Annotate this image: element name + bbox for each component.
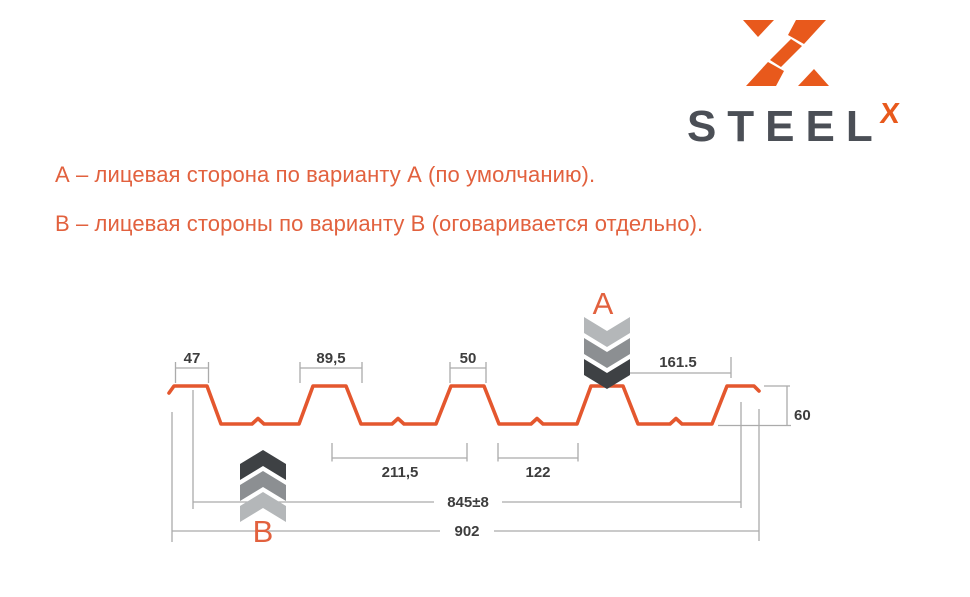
logo-wordmark: STEELX	[686, 98, 901, 151]
chevron-down-dark-icon	[584, 359, 630, 389]
dim-edge-distance: 161.5	[659, 354, 697, 371]
logo: STEELX	[686, 20, 901, 151]
legend-line-b: В – лицевая стороны по варианту В (огова…	[55, 211, 704, 236]
label-patch-902	[440, 522, 494, 539]
chevron-up-mid-icon	[240, 471, 286, 501]
dim-top-flange-width: 47	[184, 350, 201, 367]
variant-b-label: B	[253, 514, 274, 549]
variant-a-label: A	[593, 286, 614, 321]
dim-rib-pitch: 211,5	[382, 464, 419, 481]
logo-brand-text: STEEL	[686, 102, 884, 151]
logo-x-top-right	[788, 20, 826, 44]
label-patch-845	[434, 493, 502, 510]
logo-x-icon	[743, 20, 829, 86]
logo-x-center-link	[770, 39, 802, 67]
dim-rib-top-width: 50	[460, 350, 477, 367]
chevron-down-light-icon	[584, 317, 630, 347]
chevron-up-dark-icon	[240, 450, 286, 480]
logo-x-bottom-left	[746, 62, 784, 86]
chevron-up-light-icon	[240, 492, 286, 522]
variant-a-chevrons	[584, 317, 630, 389]
dim-rib-base-width: 89,5	[316, 350, 345, 367]
dim-overall-width: 902	[454, 523, 479, 540]
logo-x-top-left	[743, 20, 774, 37]
logo-x-bottom-right	[798, 69, 829, 86]
profile-outline	[167, 384, 761, 426]
chevron-down-mid-icon	[584, 338, 630, 368]
variant-b-chevrons	[240, 450, 286, 522]
dim-working-width: 845±8	[447, 494, 489, 511]
dim-valley-width: 122	[525, 464, 550, 481]
dim-profile-height: 60	[794, 407, 811, 424]
legend-line-a: А – лицевая сторона по варианту А (по ум…	[55, 162, 596, 187]
